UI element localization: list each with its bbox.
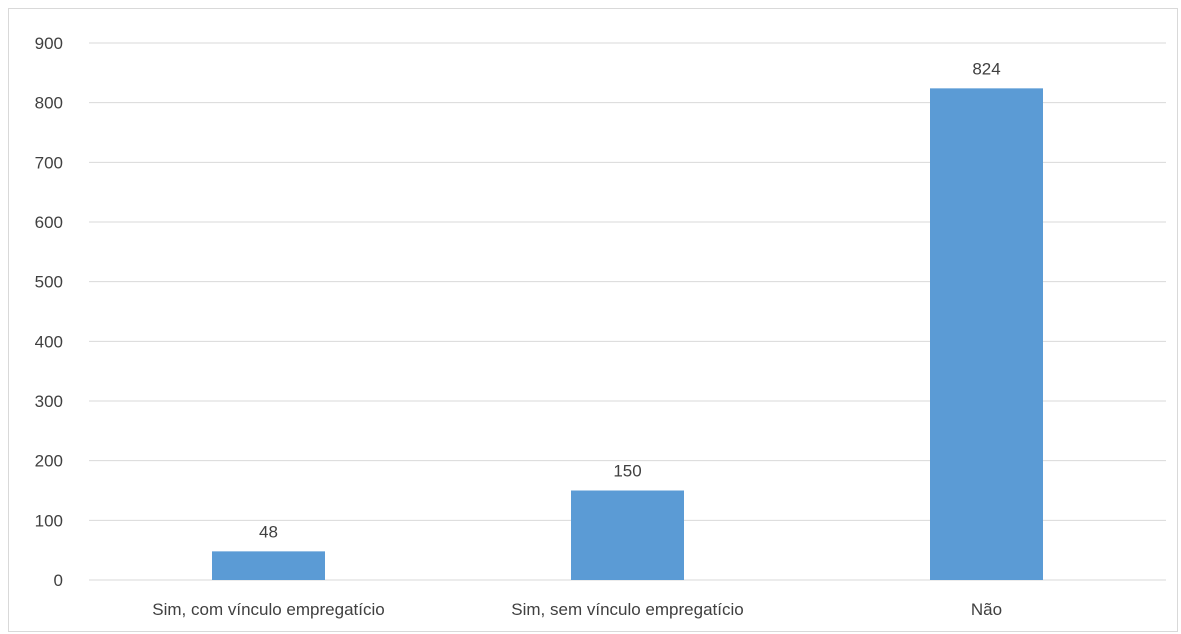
y-tick-label: 700 bbox=[35, 153, 63, 172]
x-axis-tick-labels: Sim, com vínculo empregatício Sim, sem ví… bbox=[152, 600, 1002, 619]
x-tick-label: Sim, com vínculo empregatício bbox=[152, 600, 384, 619]
y-tick-label: 900 bbox=[35, 34, 63, 53]
data-label: 48 bbox=[259, 522, 278, 541]
data-labels: 48 150 824 bbox=[259, 59, 1001, 541]
bar bbox=[571, 490, 684, 580]
bar bbox=[930, 88, 1043, 580]
chart-frame: 0 100 200 300 400 500 600 700 800 900 48 150 824 Si… bbox=[8, 8, 1178, 632]
x-tick-label: Não bbox=[971, 600, 1002, 619]
x-tick-label: Sim, sem vínculo empregatício bbox=[511, 600, 743, 619]
y-tick-label: 400 bbox=[35, 332, 63, 351]
y-tick-label: 600 bbox=[35, 213, 63, 232]
y-tick-label: 200 bbox=[35, 452, 63, 471]
bars bbox=[212, 88, 1043, 580]
y-tick-label: 300 bbox=[35, 392, 63, 411]
data-label: 150 bbox=[613, 462, 641, 481]
data-label: 824 bbox=[972, 59, 1000, 78]
y-tick-label: 0 bbox=[54, 571, 63, 590]
bar bbox=[212, 551, 325, 580]
gridlines bbox=[89, 42, 1166, 581]
y-tick-label: 100 bbox=[35, 511, 63, 530]
y-axis-tick-labels: 0 100 200 300 400 500 600 700 800 900 bbox=[35, 34, 63, 590]
y-tick-label: 800 bbox=[35, 94, 63, 113]
y-tick-label: 500 bbox=[35, 273, 63, 292]
bar-chart: 0 100 200 300 400 500 600 700 800 900 48 150 824 Si… bbox=[35, 34, 1166, 619]
